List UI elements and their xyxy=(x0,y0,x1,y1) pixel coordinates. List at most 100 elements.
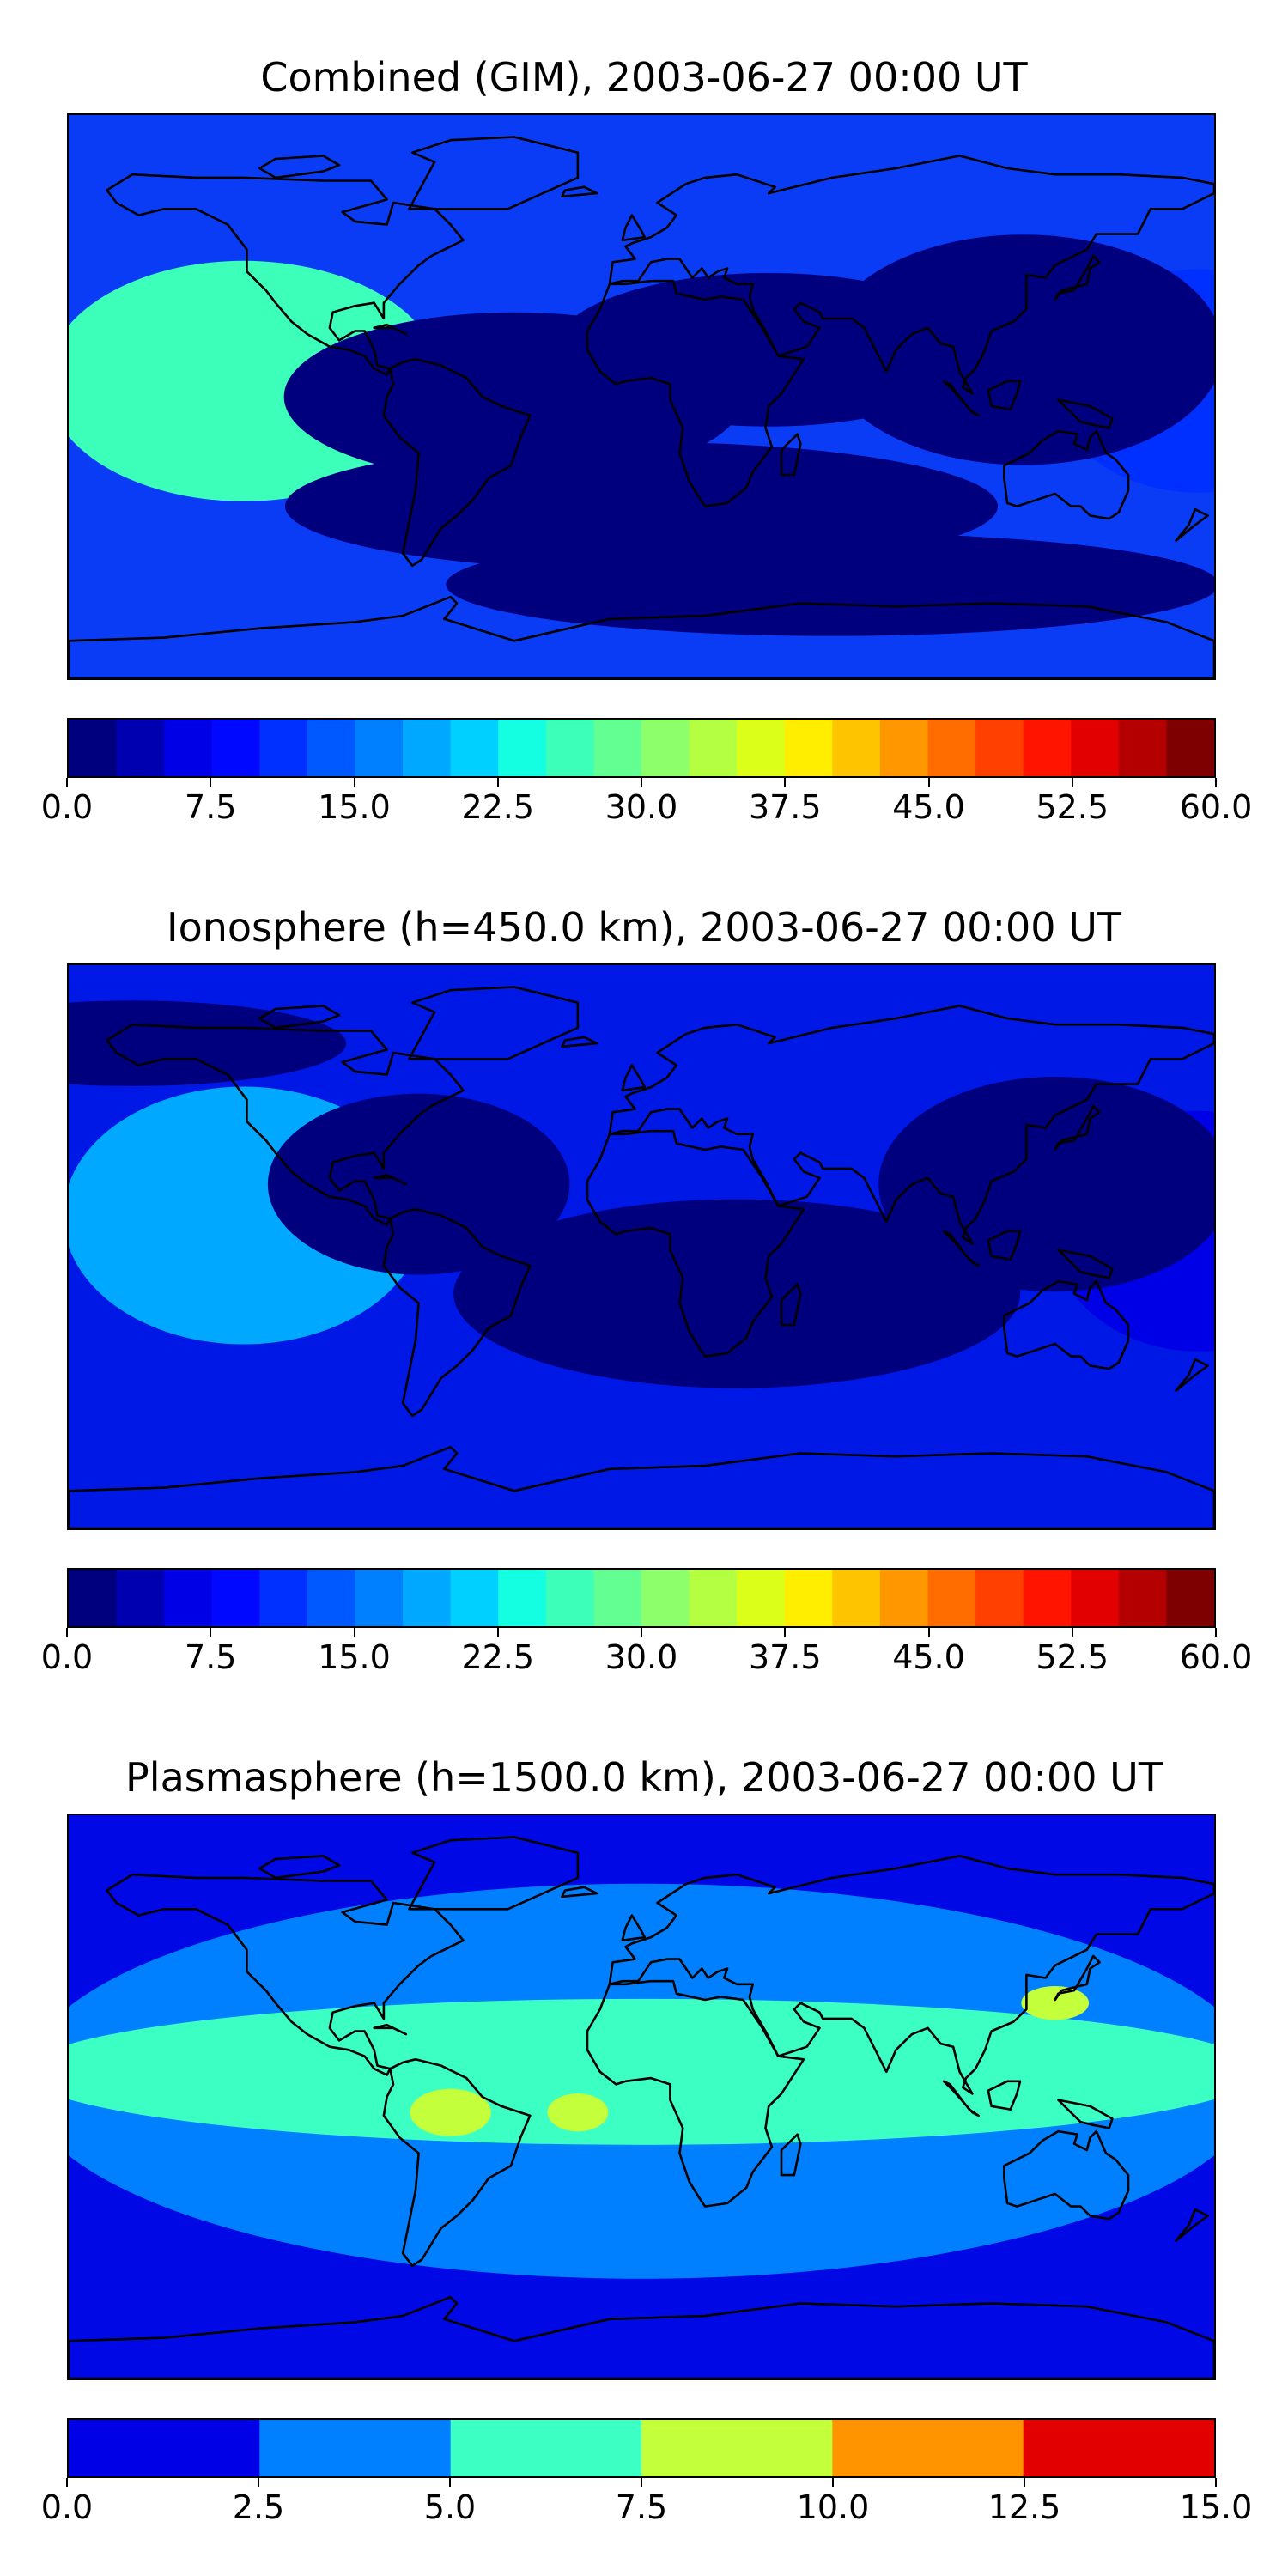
coastline xyxy=(1003,429,1130,520)
panel-title: Plasmasphere (h=1500.0 km), 2003-06-27 0… xyxy=(125,1754,1163,1801)
coastline xyxy=(608,1005,1214,1245)
coastline xyxy=(621,1914,646,1942)
colorbar-swatch xyxy=(975,720,1024,776)
colorbar-tick-label: 0.0 xyxy=(40,788,94,826)
coastline xyxy=(1175,1358,1209,1392)
contour-level xyxy=(267,1093,570,1275)
coastline xyxy=(1054,254,1101,301)
colorbar-swatch xyxy=(737,720,786,776)
colorbar-swatch xyxy=(1023,720,1072,776)
colorbar-tick xyxy=(927,778,930,787)
coastline xyxy=(258,155,341,179)
colorbar-ticks-ionosphere: 0.0 7.5 15.0 22.5 30.0 37.5 45.0 52.5 60.0 xyxy=(41,1628,1252,1680)
colorbar-tick-label: 45.0 xyxy=(892,788,965,826)
colorbar-swatch xyxy=(307,1570,356,1626)
coastline xyxy=(69,1445,1214,1528)
coastline xyxy=(382,1208,532,1418)
colorbar-ionosphere xyxy=(67,1568,1216,1628)
coastline xyxy=(1057,1249,1114,1279)
colorbar-swatch xyxy=(116,720,165,776)
colorbar-swatch xyxy=(164,1570,213,1626)
colorbar-tick-label: 37.5 xyxy=(748,788,822,826)
colorbar-tick-label: 0.0 xyxy=(40,1638,94,1676)
colorbar-swatch xyxy=(545,1570,595,1626)
contour-level xyxy=(553,272,984,427)
colorbar-tick-label: 0.0 xyxy=(40,2488,94,2526)
colorbar-swatch xyxy=(832,2420,1024,2476)
field-contours xyxy=(69,1883,1214,2279)
coastline xyxy=(1003,2129,1130,2221)
coastline xyxy=(608,1855,1214,2095)
colorbar-swatch xyxy=(211,1570,260,1626)
coastline xyxy=(106,1873,465,2076)
colorbar-swatch xyxy=(259,1570,308,1626)
colorbar-swatch xyxy=(689,720,738,776)
coastline xyxy=(987,1230,1022,1261)
colorbar-tick xyxy=(496,778,499,787)
colorbar-tick-label: 60.0 xyxy=(1179,788,1253,826)
colorbar-tick xyxy=(210,778,212,787)
colorbar-tick xyxy=(66,1628,68,1637)
coastline xyxy=(780,433,802,477)
colorbar-swatch xyxy=(737,1570,786,1626)
colorbar-swatch xyxy=(164,720,213,776)
colorbar-tick xyxy=(1071,778,1073,787)
colorbar-tick xyxy=(1071,1628,1073,1637)
contour-level xyxy=(410,2088,491,2136)
coastline xyxy=(1175,507,1209,542)
colorbar-tick-label: 30.0 xyxy=(605,788,678,826)
coastline xyxy=(621,1064,646,1092)
colorbar-tick-label: 15.0 xyxy=(1179,2488,1253,2526)
coastline xyxy=(258,1005,341,1030)
contour-level xyxy=(547,2093,609,2132)
coastline xyxy=(1057,398,1114,429)
field-contours xyxy=(69,1000,1214,1388)
colorbar-tick xyxy=(210,1628,212,1637)
colorbar-swatch xyxy=(355,720,404,776)
colorbar-tick-label: 22.5 xyxy=(461,788,535,826)
colorbar-tick xyxy=(1024,2478,1025,2487)
colorbar-swatch xyxy=(1166,1570,1214,1626)
colorbar-tick-label: 60.0 xyxy=(1179,1638,1253,1676)
colorbar-swatch xyxy=(832,720,881,776)
colorbar-tick xyxy=(641,1628,642,1637)
colorbar-tick-label: 30.0 xyxy=(605,1638,678,1676)
colorbar-swatch xyxy=(879,1570,929,1626)
coastline xyxy=(1054,1104,1101,1151)
colorbar-tick xyxy=(258,2478,259,2487)
colorbar-tick-label: 22.5 xyxy=(461,1638,535,1676)
colorbar-tick xyxy=(784,778,787,787)
colorbar-swatch xyxy=(1071,1570,1120,1626)
colorbar-swatch xyxy=(259,720,308,776)
colorbar-tick xyxy=(1215,2478,1217,2487)
colorbar-tick xyxy=(641,778,642,787)
coastline xyxy=(1175,2208,1209,2242)
coastline xyxy=(780,1283,802,1327)
colorbar-swatch xyxy=(450,2420,642,2476)
colorbar-tick xyxy=(66,778,68,787)
colorbar-swatch xyxy=(545,720,595,776)
coastlines xyxy=(69,136,1214,678)
colorbar-tick xyxy=(832,2478,834,2487)
colorbar-ticks-plasmasphere: 0.0 2.5 5.0 7.5 10.0 12.5 15.0 xyxy=(41,2478,1252,2530)
coastline xyxy=(258,1855,341,1880)
colorbar-tick xyxy=(353,778,355,787)
colorbar-swatch xyxy=(498,1570,547,1626)
contour-level xyxy=(453,1199,1021,1388)
coastline xyxy=(561,185,598,198)
colorbar-tick xyxy=(1215,778,1217,787)
world-map-plasmasphere xyxy=(67,1814,1216,2380)
colorbar-swatch xyxy=(403,1570,452,1626)
coastline xyxy=(1003,1279,1130,1370)
colorbar-swatch xyxy=(403,720,452,776)
coastline xyxy=(987,380,1022,410)
colorbar-tick xyxy=(784,1628,787,1637)
colorbar-tick-label: 12.5 xyxy=(987,2488,1061,2526)
coastline xyxy=(373,2023,408,2036)
colorbar-swatch xyxy=(879,720,929,776)
colorbar-swatch xyxy=(1023,1570,1072,1626)
coastlines xyxy=(69,1836,1214,2379)
coastline xyxy=(382,358,532,568)
coastline xyxy=(942,2080,981,2117)
coastline xyxy=(106,1023,465,1226)
